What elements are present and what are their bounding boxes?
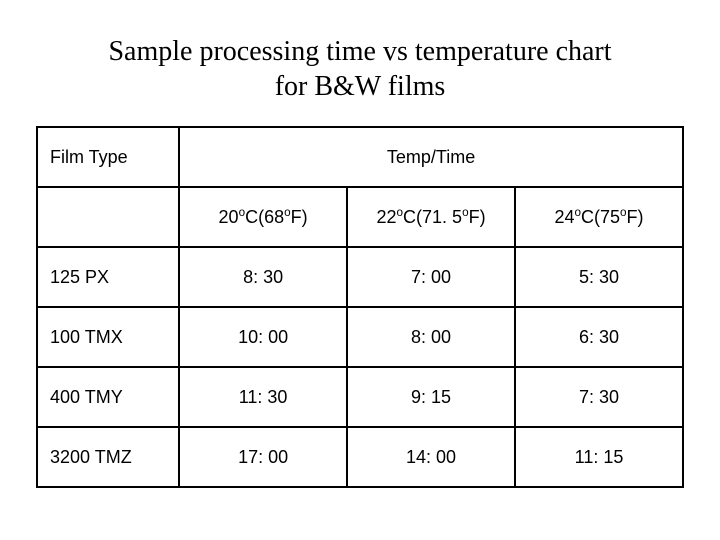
film-name: 3200 TMZ [37,427,179,487]
time-cell: 11: 30 [179,367,347,427]
title-line-1: Sample processing time vs temperature ch… [108,36,611,67]
time-cell: 5: 30 [515,247,683,307]
table-row: Film Type Temp/Time [37,127,683,187]
title-line-2: for B&W films [275,71,446,102]
time-cell: 7: 30 [515,367,683,427]
film-name: 100 TMX [37,307,179,367]
temp-col-1: 20oC(68oF) [179,187,347,247]
temp-col-3: 24oC(75oF) [515,187,683,247]
time-cell: 11: 15 [515,427,683,487]
time-cell: 6: 30 [515,307,683,367]
table-row: 3200 TMZ 17: 00 14: 00 11: 15 [37,427,683,487]
empty-cell [37,187,179,247]
table-row: 100 TMX 10: 00 8: 00 6: 30 [37,307,683,367]
time-cell: 8: 30 [179,247,347,307]
table-row: 20oC(68oF) 22oC(71. 5oF) 24oC(75oF) [37,187,683,247]
time-cell: 7: 00 [347,247,515,307]
table-row: 400 TMY 11: 30 9: 15 7: 30 [37,367,683,427]
time-cell: 8: 00 [347,307,515,367]
film-name: 400 TMY [37,367,179,427]
time-cell: 9: 15 [347,367,515,427]
time-cell: 14: 00 [347,427,515,487]
table-row: 125 PX 8: 30 7: 00 5: 30 [37,247,683,307]
temp-col-2: 22oC(71. 5oF) [347,187,515,247]
processing-table: Film Type Temp/Time 20oC(68oF) 22oC(71. … [36,126,684,488]
header-film-type: Film Type [37,127,179,187]
film-name: 125 PX [37,247,179,307]
slide: Sample processing time vs temperature ch… [0,0,720,540]
time-cell: 17: 00 [179,427,347,487]
header-temp-time: Temp/Time [179,127,683,187]
time-cell: 10: 00 [179,307,347,367]
slide-title: Sample processing time vs temperature ch… [36,34,684,104]
